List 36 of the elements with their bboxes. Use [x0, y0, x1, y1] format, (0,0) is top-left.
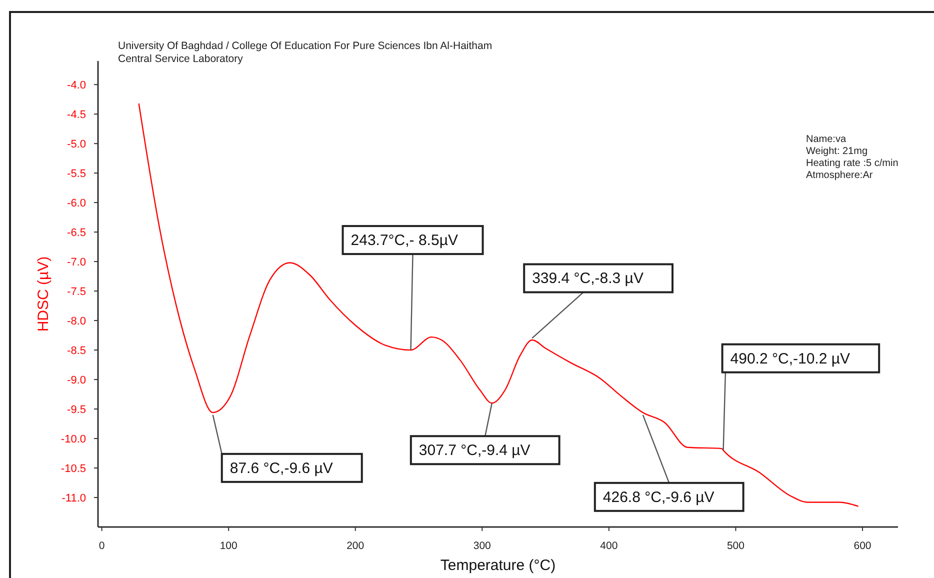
y-tick-label: -11.0: [62, 492, 86, 504]
y-tick-label: -7.5: [67, 286, 86, 298]
annotation: Weight: 21mg: [806, 146, 868, 157]
annotation: Name:va: [806, 134, 846, 145]
x-tick-label: 300: [473, 540, 492, 552]
y-tick-label: -9.5: [67, 404, 86, 416]
x-tick-label: 200: [346, 540, 364, 552]
annotation: 426.8 °C,-9.6 µV: [602, 488, 714, 506]
y-tick-label: -5.0: [67, 138, 86, 150]
x-tick-label: 0: [98, 540, 105, 552]
y-tick-label: -10.5: [60, 462, 86, 475]
annotation: 339.4 °C,-8.3 µV: [532, 270, 644, 288]
annotation: 87.6 °C,-9.6 µV: [230, 460, 333, 477]
x-tick-label: 100: [220, 540, 238, 552]
y-tick-label: -4.5: [67, 108, 86, 121]
y-tick-label: -4.0: [67, 79, 86, 92]
chart-subtitle: Central Service Laboratory: [118, 53, 244, 65]
x-tick-label: 500: [726, 540, 745, 552]
annotation: Heating rate :5 c/min: [806, 158, 898, 169]
x-tick-label: 600: [854, 540, 872, 552]
annotation: 243.7°C,- 8.5µV: [350, 232, 458, 250]
y-tick-label: -7.0: [67, 256, 86, 268]
x-tick-label: 400: [600, 540, 618, 552]
x-axis-title: Temperature (°C): [440, 557, 556, 574]
y-tick-label: -8.5: [67, 344, 86, 357]
y-tick-label: -10.0: [60, 433, 86, 446]
annotation: 490.2 °C,-10.2 µV: [730, 350, 850, 368]
annotation: 307.7 °C,-9.4 µV: [418, 442, 530, 460]
y-tick-label: -5.5: [67, 168, 86, 180]
y-tick-label: -9.0: [67, 374, 86, 386]
chart-title: University Of Baghdad / College Of Education For Pure Sciences Ibn Al-Haitham: [118, 40, 492, 52]
y-tick-label: -6.5: [67, 226, 86, 239]
annotation: Atmosphere:Ar: [806, 170, 874, 181]
y-axis-title: HDSC (µV): [35, 256, 52, 332]
y-tick-label: -8.0: [67, 315, 86, 328]
y-tick-label: -6.0: [67, 197, 86, 210]
